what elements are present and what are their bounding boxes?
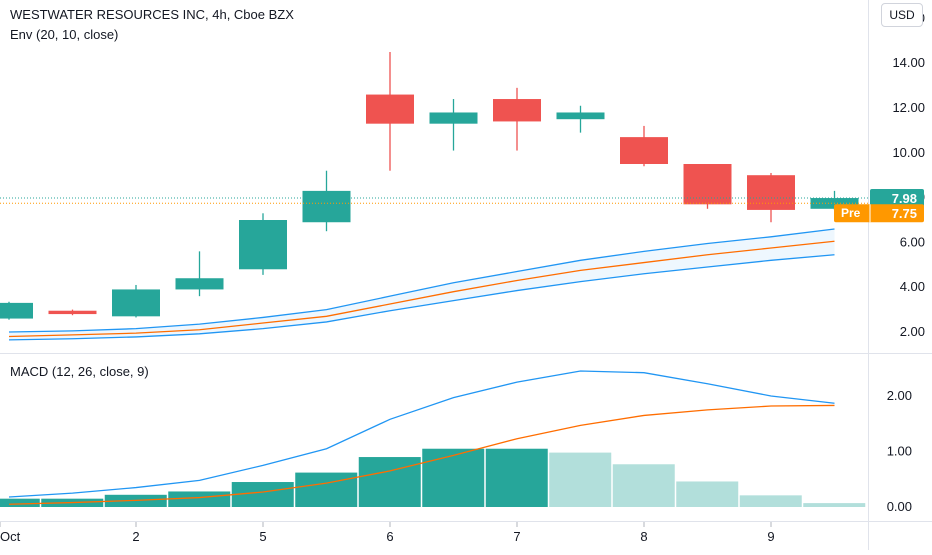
macd-histogram-bar — [739, 495, 802, 507]
candle-body — [429, 112, 478, 124]
macd-histogram-bar — [168, 491, 231, 507]
price-axis-tick: 4.00 — [900, 279, 925, 294]
macd-axis-tick: 1.00 — [887, 444, 912, 459]
price-axis-tick: 6.00 — [900, 234, 925, 249]
envelope-basis-line — [8, 240, 835, 338]
candle-body — [175, 278, 224, 290]
price-axis-tick: 10.00 — [892, 145, 925, 160]
time-axis-tick: 8 — [640, 529, 647, 544]
macd-legend[interactable]: MACD (12, 26, close, 9) — [10, 364, 149, 379]
candle-body — [620, 137, 668, 164]
macd-histogram-bar — [231, 482, 294, 507]
last-price-label: 7.98 — [892, 191, 917, 206]
candle-body — [366, 94, 414, 124]
price-axis-tick: 12.00 — [892, 100, 925, 115]
macd-line — [8, 370, 835, 498]
candle-body — [48, 310, 97, 315]
candle-body — [493, 99, 541, 122]
time-axis-tick: 7 — [513, 529, 520, 544]
time-axis-tick: 5 — [259, 529, 266, 544]
candle-body — [556, 112, 605, 120]
macd-histogram-bar — [549, 452, 612, 507]
time-axis-tick: 9 — [767, 529, 774, 544]
envelope-legend[interactable]: Env (20, 10, close) — [10, 27, 119, 42]
envelope-band — [9, 228, 835, 340]
macd-histogram-bar — [358, 457, 421, 507]
candle-body — [0, 302, 33, 319]
macd-histogram-bar — [803, 503, 866, 507]
envelope-upper-line — [8, 228, 835, 333]
candle-body — [302, 190, 351, 223]
symbol-legend[interactable]: WESTWATER RESOURCES INC, 4h, Cboe BZX — [10, 7, 294, 22]
pre-price-badge — [834, 204, 924, 223]
candle-body — [747, 175, 795, 210]
last-price-badge — [870, 189, 924, 208]
pre-price-tag: Pre — [841, 206, 861, 220]
macd-histogram-bar — [676, 481, 739, 507]
time-axis-tick: Oct — [0, 529, 21, 544]
candle-body — [239, 220, 287, 270]
price-axis-tick: 2.00 — [900, 324, 925, 339]
envelope-lower-line — [8, 254, 835, 341]
pre-price-label: 7.75 — [892, 206, 917, 221]
time-axis-tick: 2 — [132, 529, 139, 544]
macd-signal-line — [8, 404, 835, 505]
price-axis-tick: 14.00 — [892, 55, 925, 70]
currency-button[interactable]: USD — [881, 3, 923, 27]
macd-histogram-bar — [422, 448, 485, 507]
macd-histogram-bar — [0, 498, 40, 507]
time-axis-tick: 6 — [386, 529, 393, 544]
macd-axis-tick: 2.00 — [887, 388, 912, 403]
macd-axis-tick: 0.00 — [887, 499, 912, 514]
macd-histogram-bar — [612, 464, 675, 507]
macd-histogram-bar — [295, 472, 358, 507]
candle-body — [112, 289, 160, 317]
macd-histogram-bar — [485, 448, 548, 507]
